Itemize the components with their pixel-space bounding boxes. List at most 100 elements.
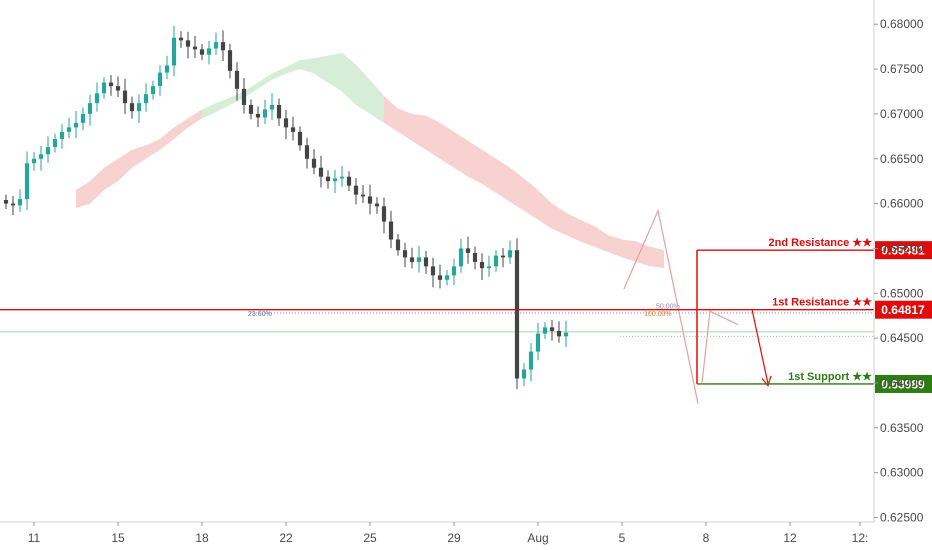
y-tick-label: 0.67000 (880, 107, 924, 121)
candle (66, 117, 72, 139)
x-tick-label: 18 (195, 531, 209, 545)
price-tag (875, 374, 932, 393)
candle (150, 80, 156, 100)
candle-body (178, 37, 184, 41)
cloud-segment (202, 103, 216, 119)
candle-body (444, 275, 450, 280)
price-tag-label: 0.63989 (881, 377, 925, 391)
candle-body (311, 158, 317, 168)
candle (31, 152, 37, 171)
candle (192, 35, 198, 58)
candle-body (206, 48, 212, 55)
fib-label-50: 50.00% (656, 303, 680, 310)
candle (521, 363, 527, 387)
cloud-segment (188, 109, 202, 128)
candle-body (17, 199, 23, 206)
candle-body (507, 250, 513, 258)
candle-body (269, 104, 275, 110)
candle-body (248, 104, 254, 114)
candle-body (374, 203, 380, 207)
candle-body (234, 70, 240, 89)
cloud-segment (370, 79, 384, 123)
candle (178, 31, 184, 48)
candle-body (304, 145, 310, 159)
candle-body (192, 46, 198, 50)
candle (297, 126, 303, 151)
price-tag-label: 0.64817 (881, 303, 925, 317)
candle (45, 136, 51, 163)
candle-body (199, 49, 205, 55)
level-label: 1st Resistance ★★ (772, 297, 872, 309)
candle-body (556, 330, 562, 337)
level-label: 2nd Resistance ★★ (769, 237, 873, 249)
candle-body (325, 176, 331, 182)
cloud-segment (426, 115, 440, 159)
candle (430, 257, 436, 288)
cloud-segment (132, 145, 146, 168)
candle (409, 247, 415, 269)
x-tick-label: 15 (111, 531, 125, 545)
fibonacci-lines: 23.60% 50.00%100.00% (0, 303, 874, 337)
candle-body (52, 139, 58, 148)
candle-body (339, 176, 345, 179)
candle (52, 133, 58, 153)
candle (346, 171, 352, 192)
candle (360, 184, 366, 203)
x-tick-label: 12: (852, 531, 869, 545)
x-tick-label: 11 (28, 531, 41, 545)
candle-body (10, 203, 16, 206)
candle (423, 250, 429, 274)
x-tick-label: 22 (279, 531, 293, 545)
candle (10, 196, 16, 216)
candle (213, 32, 219, 55)
candle (353, 178, 359, 205)
cloud-segment (146, 139, 160, 159)
candle (556, 321, 562, 343)
candle-body (241, 88, 247, 105)
candle (493, 250, 499, 272)
candle (325, 170, 331, 189)
candle (24, 151, 30, 210)
cloud-segment (496, 158, 510, 202)
candle (402, 242, 408, 268)
cloud-segment (412, 113, 426, 150)
candle (332, 169, 338, 194)
candle (199, 43, 205, 61)
candle (108, 74, 114, 96)
candle-body (388, 221, 394, 240)
candle-body (535, 333, 541, 352)
candle (465, 236, 471, 264)
candle (73, 111, 79, 139)
candle (38, 145, 44, 171)
candle-body (108, 82, 114, 87)
candle-body (80, 113, 86, 123)
cloud-segment (594, 226, 608, 253)
candle-body (360, 194, 366, 197)
candle-body (59, 131, 65, 140)
candle (262, 99, 268, 124)
candle (283, 109, 289, 140)
candle (276, 98, 282, 126)
y-tick-label: 0.66500 (880, 152, 924, 166)
candle (563, 320, 569, 348)
candle-body (213, 42, 219, 49)
x-tick-label: 8 (703, 531, 710, 545)
candlesticks (3, 25, 569, 390)
candle-body (24, 163, 30, 200)
candle (458, 238, 464, 273)
candle (129, 96, 135, 119)
cloud-segment (650, 246, 664, 269)
candle-body (101, 82, 107, 94)
candle (472, 246, 478, 270)
candle (248, 99, 254, 120)
cloud-segment (258, 73, 272, 89)
candle (143, 83, 149, 112)
candle-body (171, 37, 177, 66)
price-tag (875, 241, 932, 260)
candle (514, 238, 520, 390)
cloud-segment (482, 149, 496, 193)
candle (374, 197, 380, 214)
candle (549, 319, 555, 341)
